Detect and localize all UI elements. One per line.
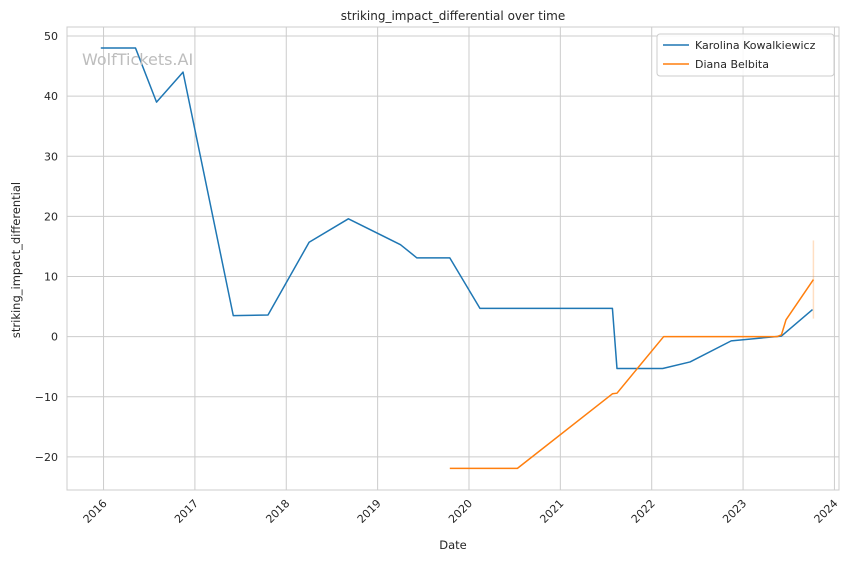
x-tick-label: 2020	[446, 497, 475, 526]
chart-title: striking_impact_differential over time	[341, 9, 566, 23]
x-tick-label: 2018	[263, 497, 292, 526]
y-tick-label: 30	[44, 150, 58, 163]
y-tick-label: −20	[35, 451, 58, 464]
y-tick-label: 50	[44, 30, 58, 43]
x-axis-title: Date	[439, 538, 467, 552]
legend: Karolina Kowalkiewicz Diana Belbita	[657, 34, 834, 76]
x-tick-label: 2023	[720, 497, 749, 526]
x-tick-label: 2021	[537, 497, 566, 526]
watermark: WolfTickets.AI	[82, 50, 193, 69]
y-tick-label: 20	[44, 210, 58, 223]
y-tick-label: 0	[51, 331, 58, 344]
y-tick-label: 40	[44, 90, 58, 103]
x-tick-label: 2017	[172, 497, 201, 526]
x-tick-label: 2022	[629, 497, 658, 526]
legend-label-karolina: Karolina Kowalkiewicz	[695, 39, 816, 52]
y-tick-labels: −20 −10 0 10 20 30 40 50	[35, 30, 58, 464]
x-tick-label: 2019	[355, 497, 384, 526]
y-tick-label: −10	[35, 391, 58, 404]
x-tick-label: 2016	[81, 497, 110, 526]
x-tick-label: 2024	[812, 497, 841, 526]
y-tick-label: 10	[44, 271, 58, 284]
x-tick-labels: 2016 2017 2018 2019 2020 2021 2022 2023 2024	[81, 497, 841, 526]
y-axis-title: striking_impact_differential	[9, 182, 23, 338]
legend-label-diana: Diana Belbita	[695, 58, 769, 71]
